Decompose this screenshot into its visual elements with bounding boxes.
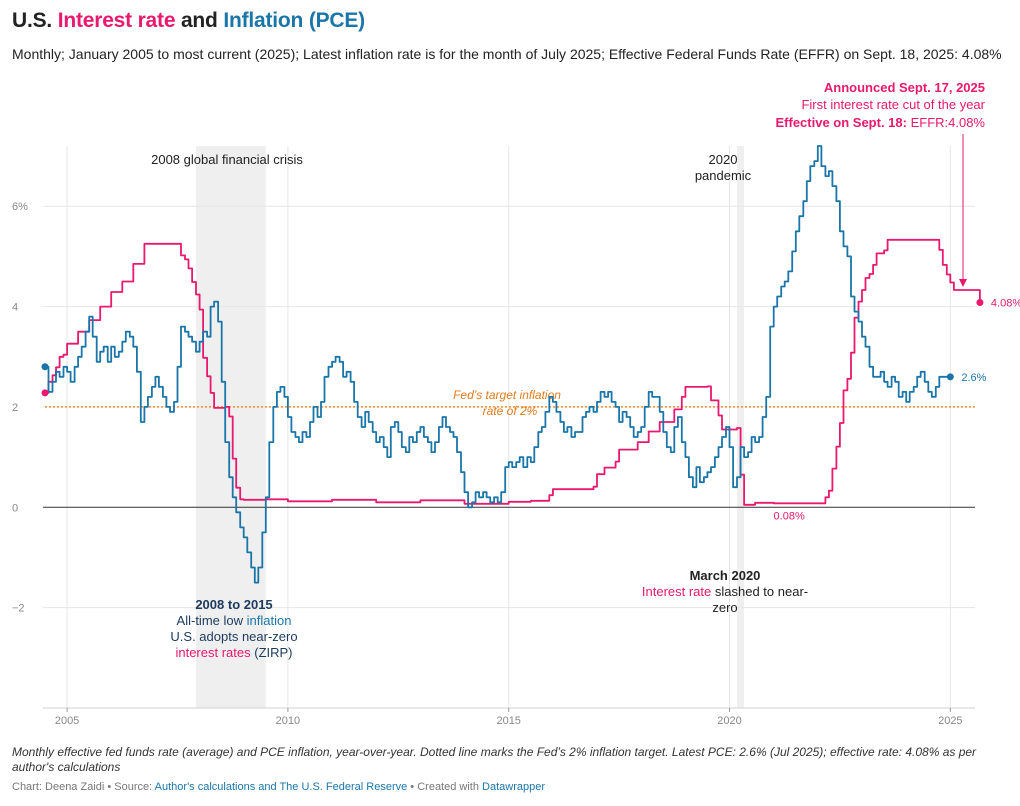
y-tick-label-2: 2 [12,402,18,414]
source-link[interactable]: Author's calculations and The U.S. Feder… [154,781,408,793]
interest-rate-end-point [976,299,984,307]
title-interest-rate: Interest rate [57,9,176,32]
x-tick-label-2020: 2020 [717,715,741,727]
zirp-line-1a: All-time low [177,613,247,628]
x-tick-label-2015: 2015 [496,715,520,727]
inflation-end-label: 2.6% [961,372,986,384]
march-line-1: Interest rate slashed to near- [642,584,808,599]
cut-line-2a: Effective on Sept. 18: [775,115,906,130]
x-tick-label-2010: 2010 [276,715,300,727]
y-tick-label-0: 6% [12,201,28,213]
pandemic-label-1: 2020 [709,152,738,167]
cut-title: Announced Sept. 17, 2025 [824,80,985,95]
interest-rate-low-label: 0.08% [774,510,805,522]
byline: Chart: Deena Zaidi • Source: Author's ca… [12,781,545,793]
y-tick-label-3: 0 [12,502,18,514]
x-tick-label-2025: 2025 [938,715,962,727]
zirp-line-3: interest rates (ZIRP) [175,645,292,660]
byline-prefix: Chart: Deena Zaidi • Source: [12,781,155,793]
y-tick-label-4: −2 [12,603,25,615]
zirp-title: 2008 to 2015 [195,597,272,612]
inflation-end-point [946,373,954,381]
inflation-line [45,145,951,584]
cut-line-2b: EFFR:4.08% [907,115,985,130]
title-mid: and [175,9,224,32]
march-line-2: zero [712,600,737,615]
zirp-line-3b: (ZIRP) [251,645,293,660]
line-chart: 2005 2010 2015 2020 2025 6% 4 2 0 −2 Fed’s target… [12,80,1020,727]
zirp-line-2: U.S. adopts near-zero [170,629,297,644]
cut-line-1: First interest rate cut of the year [801,97,985,112]
target-label-1: Fed’s target inflation [453,388,561,402]
march-title: March 2020 [690,568,761,583]
datawrapper-link[interactable]: Datawrapper [482,781,546,793]
cut-line-2: Effective on Sept. 18: EFFR:4.08% [775,115,985,130]
interest-rate-start-point [41,389,49,397]
byline-created: • Created with [407,781,483,793]
gfc-label: 2008 global financial crisis [151,152,303,167]
zirp-line-1: All-time low inflation [177,613,292,628]
inflation-start-point [41,363,49,371]
interest-rate-end-label: 4.08% [991,298,1020,310]
x-tick-label-2005: 2005 [55,715,79,727]
march-line-1b: slashed to near- [711,584,808,599]
zirp-line-1b: inflation [247,613,292,628]
pandemic-label-2: pandemic [695,168,752,183]
shaded-period-0 [196,146,266,708]
y-tick-label-1: 4 [12,302,18,314]
march-line-1a: Interest rate [642,584,711,599]
page-title: U.S. Interest rate and Inflation (PCE) [12,9,365,33]
zirp-line-3a: interest rates [175,645,251,660]
title-prefix: U.S. [12,9,58,32]
chart-notes: Monthly effective fed funds rate (averag… [12,745,977,774]
shaded-period-1 [737,146,745,708]
title-inflation: Inflation (PCE) [223,9,365,32]
cut-arrow-head [959,279,967,287]
target-label-2: rate of 2% [483,404,538,418]
subtitle: Monthly; January 2005 to most current (2… [12,46,1002,62]
